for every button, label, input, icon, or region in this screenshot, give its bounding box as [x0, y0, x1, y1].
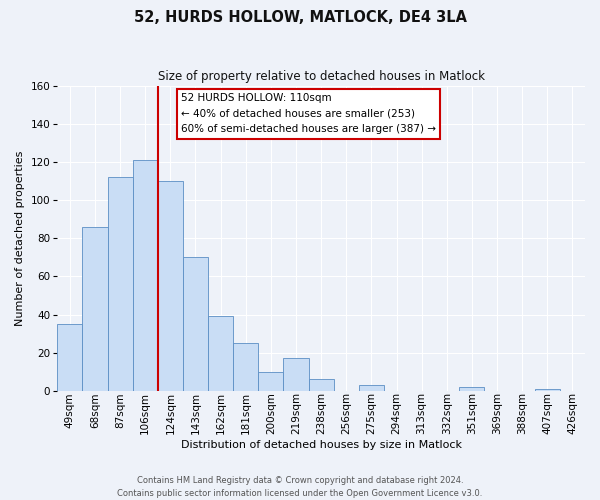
Text: 52, HURDS HOLLOW, MATLOCK, DE4 3LA: 52, HURDS HOLLOW, MATLOCK, DE4 3LA: [133, 10, 467, 25]
Bar: [133, 160, 158, 391]
Bar: [183, 258, 208, 391]
Text: 52 HURDS HOLLOW: 110sqm
← 40% of detached houses are smaller (253)
60% of semi-d: 52 HURDS HOLLOW: 110sqm ← 40% of detache…: [181, 93, 436, 134]
Bar: [208, 316, 233, 391]
Bar: [233, 343, 258, 391]
Bar: [283, 358, 308, 391]
Bar: [460, 387, 484, 391]
Bar: [359, 385, 384, 391]
Bar: [158, 181, 183, 391]
Title: Size of property relative to detached houses in Matlock: Size of property relative to detached ho…: [158, 70, 485, 83]
Bar: [258, 372, 283, 391]
Bar: [82, 227, 107, 391]
Bar: [308, 380, 334, 391]
Y-axis label: Number of detached properties: Number of detached properties: [15, 150, 25, 326]
X-axis label: Distribution of detached houses by size in Matlock: Distribution of detached houses by size …: [181, 440, 461, 450]
Bar: [57, 324, 82, 391]
Bar: [535, 389, 560, 391]
Bar: [107, 177, 133, 391]
Text: Contains HM Land Registry data © Crown copyright and database right 2024.
Contai: Contains HM Land Registry data © Crown c…: [118, 476, 482, 498]
